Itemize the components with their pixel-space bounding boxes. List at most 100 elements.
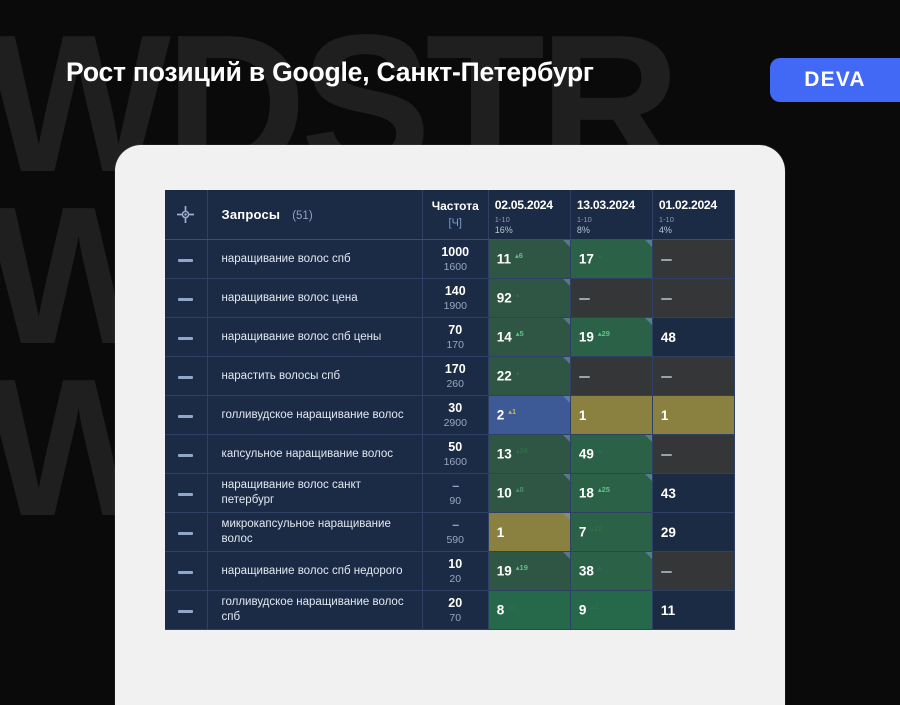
position-cell[interactable]: 1	[570, 395, 653, 435]
position-value: 1	[578, 407, 587, 423]
position-value: 9	[578, 602, 587, 618]
position-value: 43	[660, 485, 676, 501]
header-date-col-2[interactable]: 13.03.2024 1-10 8%	[570, 190, 653, 240]
position-cell[interactable]: 7 ▴22	[570, 512, 653, 552]
header-frequency-cell[interactable]: Частота [Ч]	[422, 190, 489, 240]
position-cell[interactable]: 17 ▴	[570, 239, 653, 279]
table-row[interactable]: наращивание волос спб недорого 10 20 19 ▴19 3…	[165, 551, 735, 591]
row-marker-cell[interactable]	[165, 473, 208, 513]
table-row[interactable]: капсульное наращивание волос 50 1600 13 ▴36 4…	[165, 434, 735, 474]
position-delta: ▴22	[590, 524, 603, 534]
row-marker-cell[interactable]	[165, 278, 208, 318]
frequency-sub-value: 170	[446, 338, 464, 351]
table-row[interactable]: наращивание волос спб 1000 1600 11 ▴6 17 ▴	[165, 239, 735, 279]
table-header: Запросы (51) Частота [Ч] 02.05.2024 1-10 …	[165, 190, 735, 240]
table-row[interactable]: наращивание волос спб цены 70 170 14 ▴5 19 ▴29…	[165, 317, 735, 357]
row-marker-cell[interactable]	[165, 317, 208, 357]
query-cell[interactable]: голливудское наращивание волос спб	[207, 590, 423, 630]
rankings-table: Запросы (51) Частота [Ч] 02.05.2024 1-10 …	[165, 190, 735, 630]
header-date-col-3[interactable]: 01.02.2024 1-10 4%	[652, 190, 735, 240]
table-row[interactable]: голливудское наращивание волос 30 2900 2 ▴1 1…	[165, 395, 735, 435]
brand-badge-deva[interactable]: DEVA	[770, 58, 900, 102]
frequency-main-value: 50	[448, 439, 463, 454]
row-marker-cell[interactable]	[165, 356, 208, 396]
query-cell[interactable]: наращивание волос санкт петербург	[207, 473, 423, 513]
query-cell[interactable]: наращивание волос спб цены	[207, 317, 423, 357]
position-cell[interactable]: 2 ▴1	[488, 395, 571, 435]
position-cell[interactable]: 1	[488, 512, 571, 552]
position-cell[interactable]: 1	[652, 395, 735, 435]
header-date-3-value: 01.02.2024	[658, 198, 717, 212]
position-cell[interactable]: 18 ▴25	[570, 473, 653, 513]
position-value: 38	[578, 563, 594, 579]
query-cell[interactable]: наращивание волос цена	[207, 278, 423, 318]
header-date-3-range: 1-10	[658, 215, 674, 224]
frequency-cell: –590	[422, 512, 489, 552]
position-cell[interactable]	[652, 356, 735, 396]
table-row[interactable]: наращивание волос санкт петербург –90 10 ▴8…	[165, 473, 735, 513]
position-cell[interactable]: 49 ▴	[570, 434, 653, 474]
position-value: 92	[496, 290, 512, 306]
row-marker-cell[interactable]	[165, 512, 208, 552]
position-cell[interactable]: 48	[652, 317, 735, 357]
position-cell[interactable]: 29	[652, 512, 735, 552]
position-cell[interactable]	[652, 239, 735, 279]
row-marker-cell[interactable]	[165, 551, 208, 591]
position-cell[interactable]: 14 ▴5	[488, 317, 571, 357]
table-row[interactable]: наращивание волос цена 140 1900 92 ▴	[165, 278, 735, 318]
dash-icon	[178, 571, 194, 574]
position-delta: ▴1	[508, 407, 517, 417]
frequency-main-value: 1000	[441, 244, 470, 259]
header-select-icon-cell[interactable]	[165, 190, 208, 240]
frequency-cell: 50 1600	[422, 434, 489, 474]
position-delta: ▴5	[515, 329, 524, 339]
position-value: 18	[578, 485, 594, 501]
position-cell[interactable]: 11	[652, 590, 735, 630]
row-marker-cell[interactable]	[165, 395, 208, 435]
frequency-main-value: 10	[448, 556, 463, 571]
page-header: Рост позиций в Google, Санкт-Петербург D…	[0, 0, 900, 130]
position-cell[interactable]	[652, 551, 735, 591]
position-cell[interactable]: 43	[652, 473, 735, 513]
position-cell[interactable]	[570, 356, 653, 396]
query-cell[interactable]: капсульное наращивание волос	[207, 434, 423, 474]
table-row[interactable]: микрокапсульное наращивание волос –590 1 7 ▴…	[165, 512, 735, 552]
position-value: 2	[496, 407, 505, 423]
tablet-frame: Запросы (51) Частота [Ч] 02.05.2024 1-10 …	[115, 145, 785, 705]
position-cell[interactable]: 11 ▴6	[488, 239, 571, 279]
header-date-col-1[interactable]: 02.05.2024 1-10 16%	[488, 190, 571, 240]
row-marker-cell[interactable]	[165, 239, 208, 279]
frequency-cell: 10 20	[422, 551, 489, 591]
position-delta: ▴19	[515, 563, 528, 573]
table-header-row: Запросы (51) Частота [Ч] 02.05.2024 1-10 …	[165, 190, 735, 240]
query-cell[interactable]: нарастить волосы спб	[207, 356, 423, 396]
position-cell[interactable]: 8 ▴1	[488, 590, 571, 630]
header-queries-cell[interactable]: Запросы (51)	[207, 190, 423, 240]
table-row[interactable]: голливудское наращивание волос спб 20 70 8 ▴…	[165, 590, 735, 630]
table-row[interactable]: нарастить волосы спб 170 260 22 ▴	[165, 356, 735, 396]
position-cell[interactable]: 19 ▴29	[570, 317, 653, 357]
row-marker-cell[interactable]	[165, 434, 208, 474]
position-cell[interactable]	[570, 278, 653, 318]
frequency-sub-value: 260	[446, 377, 464, 390]
position-cell[interactable]: 19 ▴19	[488, 551, 571, 591]
frequency-main-value: 70	[448, 322, 463, 337]
frequency-cell: 70 170	[422, 317, 489, 357]
row-marker-cell[interactable]	[165, 590, 208, 630]
query-cell[interactable]: голливудское наращивание волос	[207, 395, 423, 435]
frequency-sub-value: 590	[446, 533, 464, 546]
position-delta: ▴29	[597, 329, 610, 339]
position-delta: ▴	[597, 446, 602, 456]
position-cell[interactable]: 22 ▴	[488, 356, 571, 396]
position-cell[interactable]: 9 ▴2	[570, 590, 653, 630]
query-cell[interactable]: микрокапсульное наращивание волос	[207, 512, 423, 552]
query-cell[interactable]: наращивание волос спб недорого	[207, 551, 423, 591]
position-cell[interactable]	[652, 434, 735, 474]
position-cell[interactable]: 38 ▴	[570, 551, 653, 591]
position-cell[interactable]	[652, 278, 735, 318]
position-cell[interactable]: 92 ▴	[488, 278, 571, 318]
position-cell[interactable]: 13 ▴36	[488, 434, 571, 474]
no-data-dash-icon	[660, 375, 672, 378]
position-cell[interactable]: 10 ▴8	[488, 473, 571, 513]
query-cell[interactable]: наращивание волос спб	[207, 239, 423, 279]
